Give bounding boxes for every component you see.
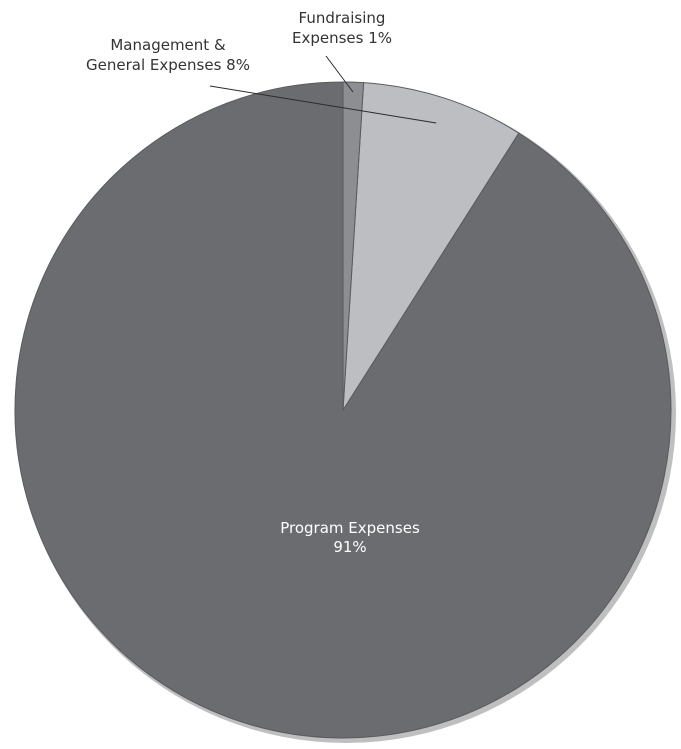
slice-label-line: General Expenses 8% [86, 56, 250, 74]
slice-label-management-and-general-expenses: Management & General Expenses 8% [86, 36, 250, 74]
pie-labels: Program Expenses 91% Management & General E… [86, 9, 437, 556]
slice-label-line: 91% [333, 538, 366, 556]
slice-label-line: Fundraising [299, 9, 386, 27]
slice-label-fundraising-expenses: Fundraising Expenses 1% [292, 9, 392, 47]
slice-label-program-expenses: Program Expenses 91% [280, 519, 420, 556]
leader-line-fundraising-expenses [325, 55, 354, 93]
leader-line-management-and-general-expenses [209, 85, 437, 124]
slice-label-line: Management & [110, 36, 226, 54]
slice-fundraising-expenses [342, 81, 365, 411]
slice-management-and-general-expenses [342, 82, 520, 411]
slice-label-line: Program Expenses [280, 519, 420, 537]
slice-label-line: Expenses 1% [292, 29, 392, 47]
pie-slices [14, 81, 672, 739]
